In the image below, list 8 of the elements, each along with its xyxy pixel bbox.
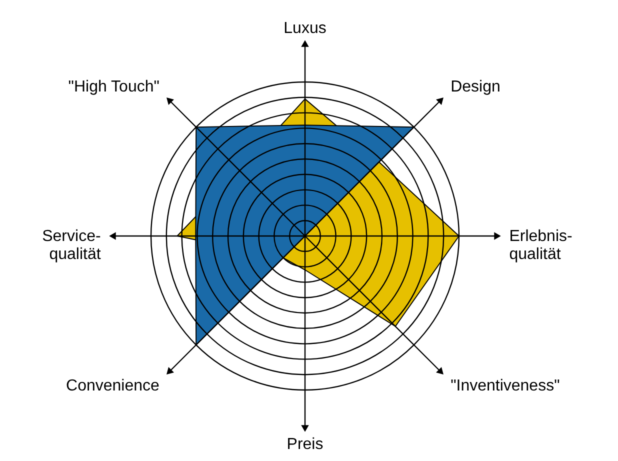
spoke-label: Service- qualität xyxy=(42,228,102,263)
spoke-label: Preis xyxy=(286,436,324,454)
spoke-label: Erlebnis- qualität xyxy=(509,228,572,263)
spoke-label: "Inventiveness" xyxy=(450,378,560,395)
spoke-label: "High Touch" xyxy=(68,78,160,96)
spoke-label: Convenience xyxy=(66,378,160,395)
spoke-label: Luxus xyxy=(284,20,326,37)
spoke-label: Design xyxy=(450,78,500,96)
